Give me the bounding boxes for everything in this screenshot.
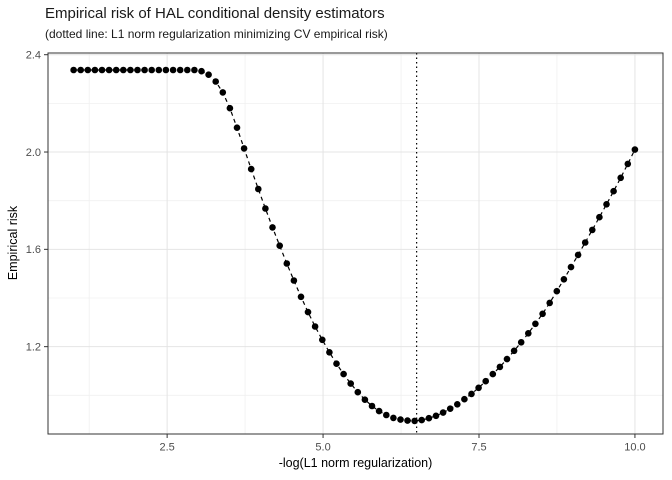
- plot-subtitle: (dotted line: L1 norm regularization min…: [45, 27, 388, 41]
- x-tick-label: 2.5: [159, 442, 174, 454]
- data-point: [560, 276, 568, 283]
- data-point: [347, 380, 355, 387]
- data-point: [191, 66, 198, 74]
- data-point: [589, 226, 596, 234]
- data-point: [539, 310, 546, 318]
- data-point: [354, 388, 362, 396]
- x-tick-label: 7.5: [471, 442, 486, 454]
- data-point: [283, 260, 291, 267]
- data-point: [240, 145, 248, 152]
- data-point: [624, 160, 632, 168]
- data-point: [162, 66, 170, 74]
- data-point: [269, 224, 276, 231]
- data-point: [553, 287, 561, 295]
- data-point: [446, 405, 454, 413]
- data-point: [105, 66, 113, 74]
- data-point: [517, 339, 525, 346]
- data-point: [581, 239, 589, 246]
- data-point: [567, 263, 575, 271]
- data-point: [326, 349, 333, 356]
- data-point: [134, 66, 141, 74]
- data-point: [226, 104, 234, 112]
- data-point: [319, 336, 326, 344]
- data-point: [596, 213, 603, 221]
- data-point: [333, 360, 340, 368]
- data-point: [425, 414, 433, 422]
- data-point: [546, 299, 553, 307]
- data-point: [461, 395, 468, 403]
- data-point: [77, 66, 84, 74]
- data-point: [169, 66, 177, 74]
- data-point: [404, 417, 411, 424]
- data-point: [311, 323, 319, 330]
- data-point: [475, 384, 482, 392]
- data-point: [368, 402, 376, 410]
- panel-border: [47, 52, 664, 435]
- y-tick-label: 1.2: [26, 341, 41, 353]
- data-point: [603, 201, 610, 208]
- data-point: [432, 412, 440, 420]
- data-point: [468, 390, 475, 398]
- data-point: [496, 363, 504, 371]
- data-point: [148, 66, 155, 74]
- y-axis-title: Empirical risk: [6, 205, 20, 281]
- data-point: [91, 66, 99, 74]
- data-point: [304, 308, 312, 316]
- data-point: [297, 293, 305, 301]
- data-point: [98, 66, 106, 74]
- data-point: [84, 66, 92, 74]
- data-point: [383, 411, 390, 419]
- data-point: [120, 66, 127, 74]
- data-point: [439, 409, 447, 416]
- y-tick-label: 1.6: [26, 244, 41, 256]
- data-point: [375, 407, 383, 415]
- data-point: [418, 416, 426, 424]
- plot-title: Empirical risk of HAL conditional densit…: [45, 5, 385, 22]
- data-point: [574, 251, 582, 259]
- data-point: [176, 66, 184, 74]
- y-tick-label: 2.0: [26, 147, 41, 159]
- x-axis-title: -log(L1 norm regularization): [278, 456, 433, 470]
- data-point: [198, 67, 205, 75]
- data-point: [510, 347, 518, 355]
- data-point: [184, 66, 191, 74]
- data-point: [390, 414, 397, 422]
- data-point: [503, 355, 511, 363]
- data-point: [233, 124, 241, 131]
- data-point: [525, 330, 532, 337]
- data-point: [70, 66, 77, 74]
- data-point: [361, 396, 369, 404]
- data-point: [290, 277, 298, 284]
- x-tick-label: 5.0: [315, 442, 330, 454]
- data-point: [411, 417, 418, 425]
- data-point: [532, 320, 539, 328]
- data-point: [212, 78, 219, 85]
- data-point: [127, 66, 134, 74]
- x-tick-label: 10.0: [624, 442, 645, 454]
- data-point: [489, 370, 497, 378]
- panel-background: [48, 53, 663, 434]
- data-point: [610, 187, 617, 195]
- y-tick-label: 2.4: [26, 50, 41, 62]
- data-point: [141, 66, 148, 74]
- data-point: [254, 185, 262, 193]
- data-point: [631, 146, 639, 153]
- data-point: [205, 71, 212, 78]
- data-point: [340, 370, 347, 378]
- data-point: [247, 165, 255, 173]
- data-point: [482, 377, 490, 385]
- data-point: [397, 416, 404, 423]
- data-point: [276, 242, 284, 249]
- data-point: [454, 401, 461, 408]
- data-point: [155, 66, 163, 74]
- data-point: [112, 66, 120, 74]
- data-point: [617, 174, 624, 182]
- data-point: [262, 205, 269, 212]
- data-point: [219, 89, 227, 96]
